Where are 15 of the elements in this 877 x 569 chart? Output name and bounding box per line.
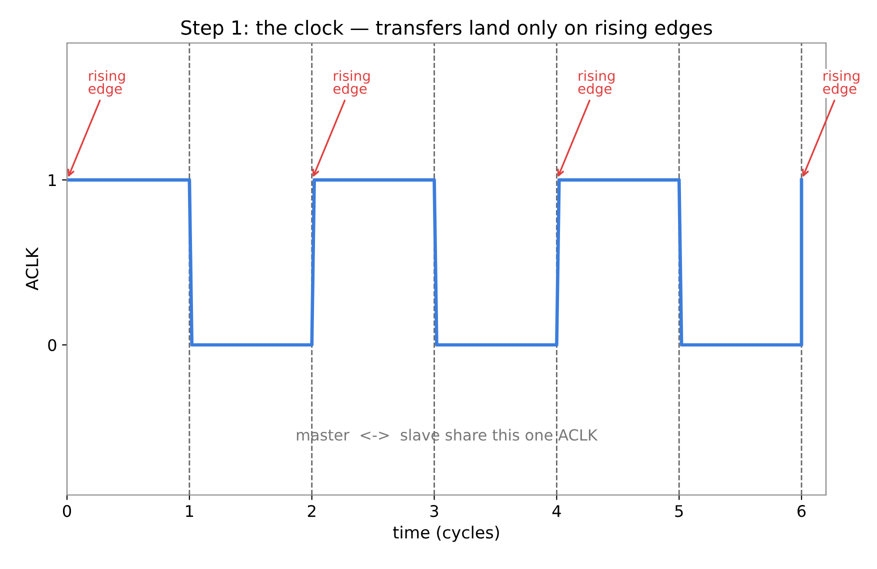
x-tick-label: 1 — [186, 505, 194, 517]
x-tick-label: 5 — [675, 505, 683, 518]
annotation: master <-> slave share this one ACLK — [296, 428, 598, 441]
x-tick-label: 4 — [552, 505, 561, 517]
x-axis-title: time (cycles) — [393, 526, 499, 542]
x-tick-label: 6 — [798, 505, 806, 518]
x-tick-label: 3 — [430, 505, 438, 518]
x-tick-label: 2 — [308, 505, 316, 517]
chart-title: Step 1: the clock — transfers land only on rising edges — [181, 20, 712, 39]
y-axis-title: ACLK — [26, 247, 38, 290]
x-tick-label: 0 — [62, 505, 72, 518]
annotation: rising edge — [823, 70, 860, 97]
annotation: rising edge — [88, 70, 125, 97]
annotation: rising edge — [333, 70, 370, 97]
annotation: rising edge — [578, 70, 615, 97]
